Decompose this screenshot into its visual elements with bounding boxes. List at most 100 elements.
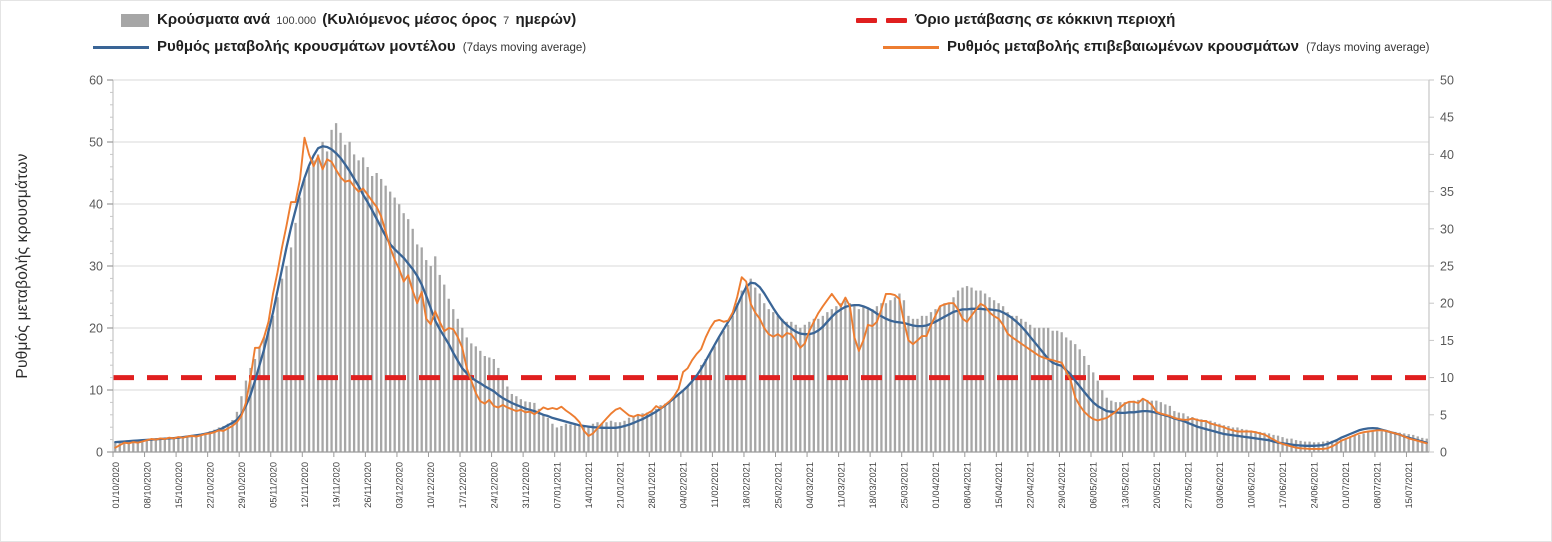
bar [506, 386, 509, 452]
bar [983, 293, 987, 452]
bar [226, 423, 230, 452]
bar [1186, 416, 1190, 452]
bar [334, 123, 338, 453]
bar [569, 424, 572, 452]
bar [1249, 430, 1253, 452]
x-axis-date-label: 05/11/2020 [268, 462, 278, 508]
bar [1407, 434, 1410, 452]
x-axis-date-label: 01/10/2020 [111, 462, 121, 509]
bar [690, 380, 694, 452]
bar [1425, 438, 1428, 452]
bar [361, 157, 365, 452]
bar [217, 427, 221, 452]
bar [1218, 423, 1221, 452]
bar [1371, 431, 1374, 452]
bar [1385, 431, 1388, 452]
bar [253, 359, 257, 452]
x-axis-date-label: 08/10/2020 [142, 462, 152, 509]
bar [172, 438, 175, 452]
bar [821, 315, 824, 452]
bar [1312, 442, 1316, 452]
bar [546, 417, 550, 452]
bar [727, 324, 730, 452]
bar [177, 436, 180, 452]
bar [555, 427, 559, 452]
legend-text: Ρυθμός μεταβολής επιβεβαιωμένων κρουσμάτ… [947, 38, 1299, 55]
bar [898, 293, 901, 452]
bar [289, 247, 293, 452]
bar [853, 306, 856, 452]
bar [578, 425, 581, 452]
bar [420, 247, 423, 452]
bar [1213, 422, 1217, 452]
bar [1096, 380, 1099, 452]
bar [1380, 431, 1383, 452]
x-axis-date-label: 06/05/2021 [1089, 462, 1099, 509]
bar [1204, 420, 1208, 452]
confirmed-line [114, 136, 1428, 450]
bar [1222, 425, 1226, 452]
x-axis-date-label: 18/03/2021 [868, 462, 878, 509]
x-axis-date-label: 20/05/2021 [1152, 462, 1162, 509]
bar [866, 309, 870, 452]
bar-swatch-icon [121, 14, 149, 27]
bar [186, 435, 189, 452]
legend-label: Κρούσματα ανά 100.000 (Κυλιόμενος μέσος … [157, 10, 576, 31]
bar [528, 402, 532, 452]
bar [871, 309, 874, 452]
bar [1019, 318, 1023, 452]
x-axis-date-label: 24/06/2021 [1310, 462, 1320, 509]
bar [330, 129, 333, 452]
bar [668, 402, 671, 452]
bar [1173, 411, 1176, 452]
x-axis-date-label: 27/05/2021 [1183, 462, 1193, 509]
bar [321, 141, 324, 452]
y-right-tick-label: 45 [1440, 111, 1454, 125]
y-right-tick-label: 10 [1440, 371, 1454, 385]
bar [271, 315, 275, 452]
bar [348, 141, 351, 452]
bar [1164, 404, 1167, 452]
bar [1078, 349, 1081, 452]
bar [303, 178, 306, 452]
bar [600, 422, 604, 452]
model-line [114, 145, 1428, 447]
bar [1339, 439, 1343, 452]
y-right-tick-label: 35 [1440, 185, 1454, 199]
bar [249, 367, 252, 452]
red-dash-swatch-icon [856, 17, 907, 23]
axes: 0 10 20 30 40 50 60 0 5 10 15 20 25 30 35 40 45 50 01/10/2… [89, 74, 1454, 509]
bar [515, 396, 518, 452]
bar [704, 359, 707, 452]
legend-label: Όριο μετάβασης σε κόκκινη περιοχή [915, 10, 1175, 30]
bar [398, 204, 401, 452]
bar [1398, 432, 1401, 452]
bar [339, 132, 342, 452]
bar [776, 315, 779, 452]
bar [1209, 420, 1212, 452]
bar [663, 403, 667, 452]
bar [1227, 425, 1230, 452]
bar [965, 286, 969, 452]
bar [1105, 397, 1108, 452]
bar [961, 287, 964, 452]
y-left-tick-label: 20 [89, 322, 103, 336]
x-axis-date-label: 12/11/2020 [300, 462, 310, 508]
bar [1335, 440, 1338, 452]
bar [123, 441, 126, 452]
bar [745, 284, 748, 452]
bar [1056, 330, 1059, 452]
bar [699, 364, 703, 452]
bar [1110, 400, 1113, 452]
bar [154, 439, 157, 452]
bar [1254, 431, 1257, 452]
y-right-tick-label: 40 [1440, 148, 1454, 162]
bar [650, 411, 653, 452]
bar [416, 244, 419, 452]
bar [443, 284, 446, 452]
bar [826, 312, 829, 452]
bar [470, 343, 473, 452]
bar [979, 290, 982, 452]
x-axis-date-label: 19/11/2020 [332, 462, 342, 508]
